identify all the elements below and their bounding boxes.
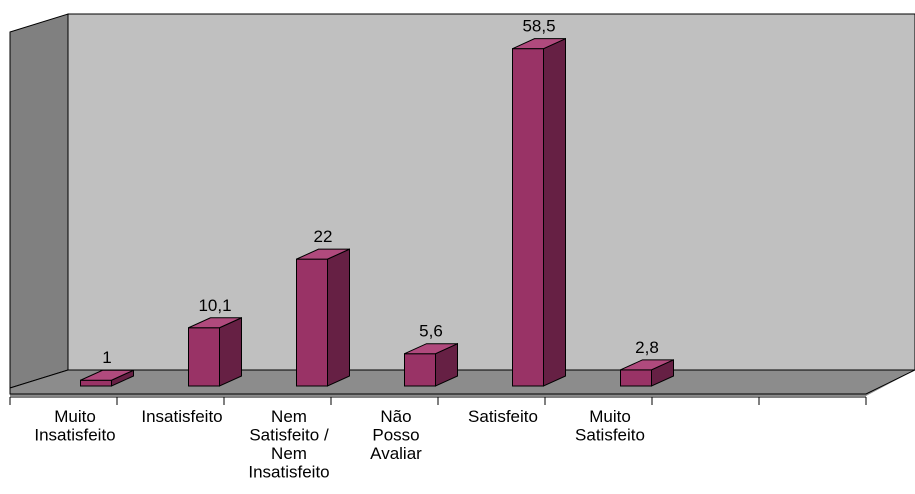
bar-top — [404, 343, 458, 355]
value-label: 1 — [102, 348, 111, 367]
bar-front — [512, 48, 544, 387]
value-label: 22 — [314, 227, 333, 246]
bar-front — [620, 369, 652, 387]
category-label: Insatisfeito — [141, 407, 222, 426]
bar — [80, 369, 134, 387]
bar-front — [296, 258, 328, 387]
bar — [188, 316, 242, 387]
side-wall — [9, 13, 69, 389]
value-label: 2,8 — [635, 338, 659, 357]
bar-front — [404, 353, 436, 387]
bar-top — [296, 248, 350, 260]
bar-side — [327, 248, 350, 387]
bar-top — [80, 369, 134, 381]
bar — [620, 359, 674, 387]
category-axis — [9, 396, 867, 405]
value-label: 58,5 — [522, 17, 555, 36]
back-wall — [67, 13, 915, 371]
chart-bars — [80, 37, 674, 387]
bar-top — [188, 317, 242, 329]
bar-top — [620, 359, 674, 371]
category-label: Não Posso Avaliar — [370, 407, 422, 463]
chart-walls — [9, 13, 915, 396]
category-label: Muito Insatisfeito — [34, 407, 115, 445]
category-label: Muito Satisfeito — [575, 407, 645, 445]
bar — [296, 248, 350, 387]
bar — [512, 37, 566, 387]
category-labels: Muito Insatisfeito Insatisfeito Nem Satisfei… — [34, 407, 645, 482]
value-labels: 1 10,1 22 5,6 58,5 2,8 — [102, 17, 659, 368]
bar-front — [80, 379, 112, 387]
bar-front — [188, 327, 220, 387]
value-label: 5,6 — [419, 322, 443, 341]
bar-side — [219, 316, 242, 387]
bar-top — [512, 38, 566, 50]
bar — [404, 342, 458, 387]
bar-side — [543, 37, 566, 387]
floor-edge — [9, 369, 915, 395]
value-label: 10,1 — [198, 296, 231, 315]
category-label: Nem Satisfeito / Nem Insatisfeito — [248, 407, 329, 482]
category-label: Satisfeito — [468, 407, 538, 426]
